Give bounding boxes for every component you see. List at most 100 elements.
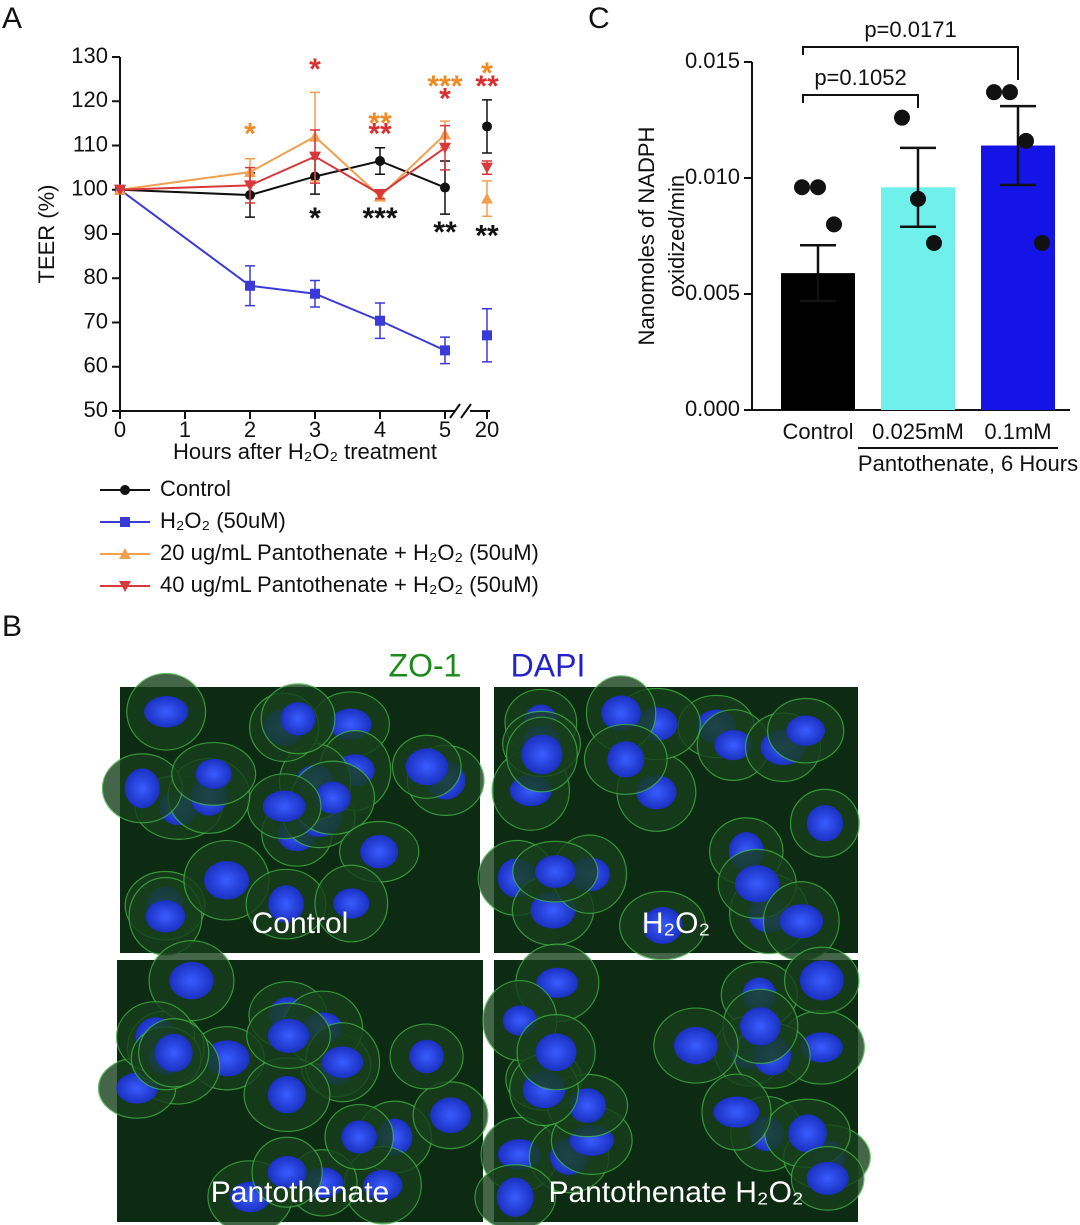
- data-point: [1034, 234, 1050, 251]
- legend-label: 40 ug/mL Pantothenate + H₂O₂ (50uM): [160, 572, 539, 597]
- p-value: p=0.1052: [814, 65, 906, 90]
- nucleus: [806, 804, 843, 842]
- panel-letter: C: [588, 2, 610, 35]
- nucleus: [601, 695, 641, 731]
- nucleus: [430, 1097, 471, 1134]
- stain-label: ZO-1: [389, 647, 462, 683]
- data-point: [1018, 132, 1034, 149]
- p-value: p=0.0171: [864, 17, 956, 42]
- nucleus: [333, 888, 370, 919]
- data-point: [810, 179, 826, 196]
- nucleus: [739, 1007, 781, 1046]
- significance-mark: ***: [362, 202, 397, 235]
- nucleus: [788, 1114, 827, 1153]
- nucleus: [267, 1018, 310, 1053]
- y-tick-label: 0.015: [685, 48, 740, 73]
- nucleus: [800, 1032, 843, 1063]
- bar: [981, 145, 1055, 410]
- x-tick-label: 0: [114, 417, 126, 442]
- group-label: Pantothenate, 6 Hours: [858, 451, 1078, 476]
- x-tick-label: 5: [439, 417, 451, 442]
- y-tick-label: 100: [71, 176, 108, 201]
- nucleus: [280, 701, 316, 736]
- nucleus: [521, 734, 563, 775]
- nucleus: [267, 1156, 307, 1189]
- marker: [244, 180, 256, 192]
- x-tick-label: 1: [179, 417, 191, 442]
- nucleus: [267, 1075, 307, 1114]
- y-axis-title: Nanomoles of NADPH: [634, 127, 659, 346]
- significance-mark: **: [475, 70, 499, 103]
- nucleus: [642, 907, 683, 945]
- marker: [375, 155, 385, 166]
- x-tick-label: 0.1mM: [984, 419, 1051, 444]
- x-tick-label: 2: [244, 417, 256, 442]
- nucleus: [315, 781, 351, 814]
- legend-label: 20 ug/mL Pantothenate + H₂O₂ (50uM): [160, 540, 539, 565]
- nucleus: [496, 1177, 534, 1217]
- x-tick-label: 20: [475, 417, 499, 442]
- y-tick-label: 0.005: [685, 280, 740, 305]
- y-tick-label: 90: [84, 220, 108, 245]
- significance-mark: *: [481, 57, 493, 90]
- nucleus: [714, 729, 753, 761]
- marker: [440, 345, 450, 356]
- micrograph: [97, 940, 489, 1225]
- error-bar: [1000, 104, 1036, 187]
- marker: [481, 162, 493, 174]
- marker: [310, 288, 320, 299]
- data-point: [926, 234, 942, 251]
- data-point: [986, 84, 1002, 101]
- error-bar: [800, 244, 836, 303]
- data-point: [910, 190, 926, 207]
- data-point: [894, 109, 910, 126]
- nucleus: [734, 865, 780, 903]
- significance-mark: **: [368, 118, 392, 151]
- nucleus: [786, 715, 826, 746]
- marker: [114, 184, 126, 196]
- micrograph-label: H₂O₂: [642, 907, 710, 940]
- nucleus: [262, 790, 306, 822]
- legend-label: Control: [160, 476, 231, 501]
- marker: [119, 581, 131, 592]
- marker: [375, 315, 385, 326]
- x-tick-label: Control: [783, 419, 854, 444]
- y-tick-label: 120: [71, 87, 108, 112]
- marker: [374, 189, 386, 201]
- y-axis-title: oxidized/min: [664, 175, 689, 297]
- nucleus: [405, 748, 449, 786]
- y-tick-label: 50: [84, 397, 108, 422]
- y-tick-label: 0.010: [685, 164, 740, 189]
- y-tick-label: 110: [73, 131, 108, 156]
- marker: [440, 182, 450, 193]
- nucleus: [535, 855, 576, 889]
- error-bar: [900, 146, 936, 228]
- nucleus: [145, 900, 186, 933]
- significance-mark: *: [439, 82, 451, 115]
- micrograph-label: Pantothenate: [211, 1176, 390, 1209]
- legend-label: H₂O₂ (50uM): [160, 508, 286, 533]
- y-tick-label: 0.000: [685, 396, 740, 421]
- nucleus: [124, 768, 160, 809]
- marker: [119, 548, 131, 559]
- y-tick-label: 80: [84, 264, 108, 289]
- panel-letter: B: [2, 610, 22, 643]
- nucleus: [779, 904, 824, 939]
- nucleus: [195, 758, 232, 789]
- nucleus: [169, 961, 214, 1000]
- marker: [120, 485, 130, 495]
- significance-mark: **: [475, 219, 499, 252]
- comparison-bracket: [802, 46, 1019, 80]
- panel-c: C 0.000 0.005 0.010 0.015 Nanomoles of NADPH o…: [588, 2, 1078, 476]
- data-point: [794, 179, 810, 196]
- series-line: [119, 159, 446, 197]
- significance-mark: *: [309, 202, 321, 235]
- significance-mark: **: [368, 107, 392, 140]
- nucleus: [144, 696, 189, 728]
- nucleus: [341, 1120, 377, 1154]
- nucleus: [806, 1161, 849, 1195]
- marker: [481, 192, 493, 204]
- micrograph-label: Pantothenate H₂O₂: [548, 1176, 803, 1209]
- x-axis-title: Hours after H₂O₂ treatment: [173, 439, 437, 464]
